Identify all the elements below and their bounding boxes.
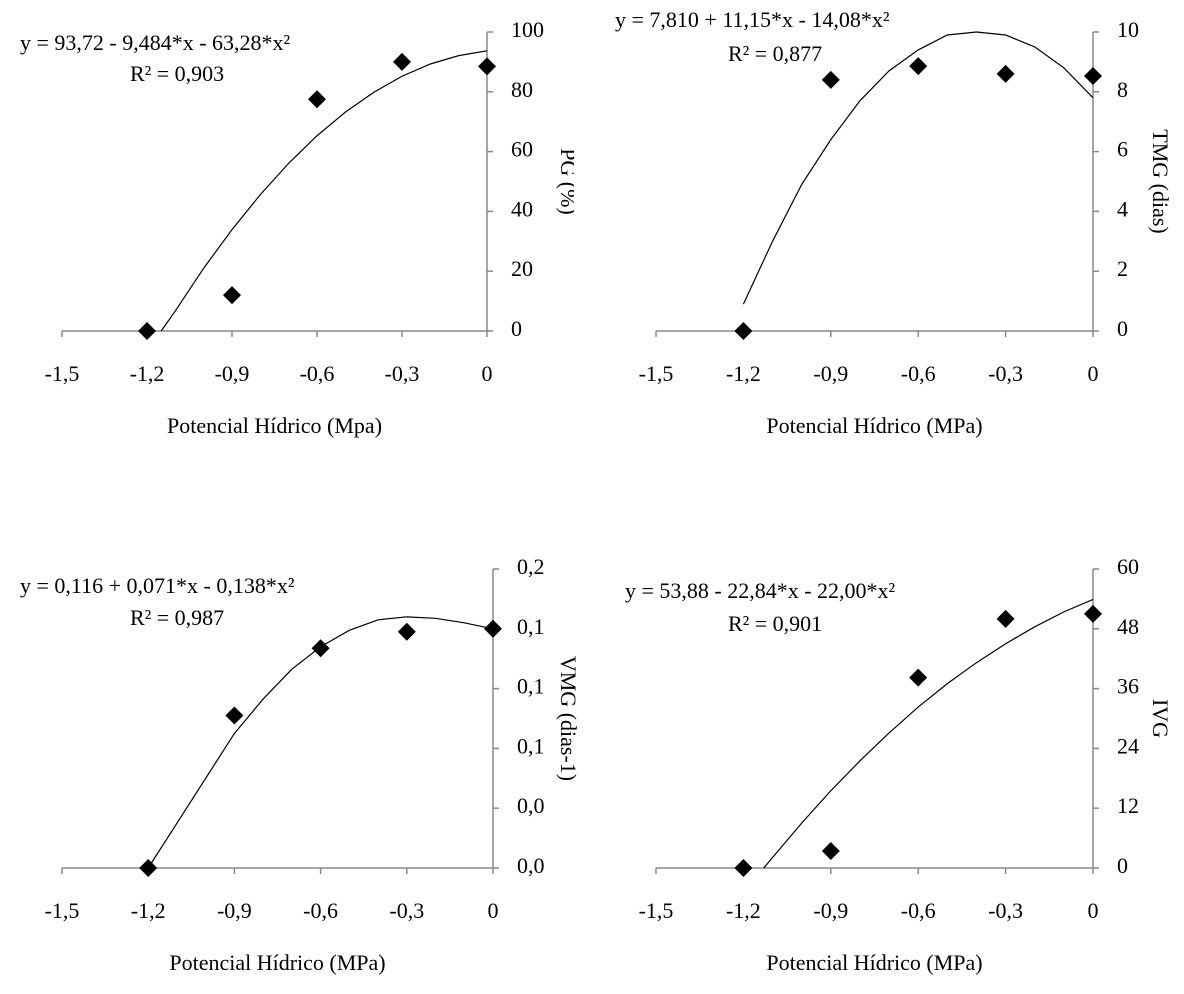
point bbox=[909, 668, 928, 687]
point bbox=[996, 609, 1015, 628]
point bbox=[996, 64, 1015, 83]
y-tick-label: 2 bbox=[1117, 256, 1128, 281]
point bbox=[308, 90, 326, 109]
y-tick-label: 60 bbox=[1117, 554, 1139, 579]
x-axis-title: Potencial Hídrico (MPa) bbox=[766, 413, 982, 438]
point bbox=[223, 286, 241, 305]
x-tick-label: -0,3 bbox=[988, 898, 1023, 923]
r-squared: R² = 0,987 bbox=[130, 605, 224, 630]
x-tick-label: 0 bbox=[1088, 898, 1099, 923]
x-tick-label: -1,5 bbox=[639, 898, 674, 923]
panel: -1,5 -1,2 -0,9 -0,6 -0,3 00 2 4 6 8 10 Potencial Hí… bbox=[615, 7, 1173, 438]
x-tick-label: -0,9 bbox=[813, 361, 848, 386]
point bbox=[393, 52, 411, 71]
panel: -1,5 -1,2 -0,9 -0,6 -0,3 00 20 40 60 80 100 Potenci… bbox=[20, 17, 581, 438]
y-tick-label: 20 bbox=[511, 256, 533, 281]
x-tick-label: -1,2 bbox=[726, 898, 761, 923]
y-tick-label: 0 bbox=[1117, 853, 1128, 878]
point bbox=[311, 639, 330, 658]
panel: -1,5 -1,2 -0,9 -0,6 -0,3 00 12 24 36 48 60 Potencia… bbox=[625, 554, 1173, 975]
point bbox=[734, 859, 753, 877]
r-squared: R² = 0,901 bbox=[728, 611, 822, 636]
x-tick-label: 0 bbox=[482, 361, 493, 386]
point bbox=[397, 622, 416, 641]
y-tick-label: 0 bbox=[511, 316, 522, 341]
y-tick-label: 0,1 bbox=[517, 674, 545, 699]
y-tick-label: 40 bbox=[511, 196, 533, 221]
x-axis-title: Potencial Hídrico (MPa) bbox=[766, 950, 982, 975]
x-tick-label: -0,3 bbox=[389, 898, 424, 923]
x-tick-label: -1,5 bbox=[45, 361, 80, 386]
fit-curve bbox=[147, 616, 494, 869]
y-tick-label: 48 bbox=[1117, 614, 1139, 639]
y-tick-label: 0,2 bbox=[517, 554, 545, 579]
x-axis-title: Potencial Hídrico (Mpa) bbox=[167, 413, 382, 438]
x-tick-label: -0,9 bbox=[813, 898, 848, 923]
x-tick-label: -1,2 bbox=[130, 361, 165, 386]
x-tick-label: -0,3 bbox=[988, 361, 1023, 386]
y-tick-label: 0,0 bbox=[517, 793, 545, 818]
panel: -1,5 -1,2 -0,9 -0,6 -0,3 0 0,0 0,0 0,1 0,1 0,1 0,2 P… bbox=[20, 554, 581, 975]
equation: y = 93,72 - 9,484*x - 63,28*x² bbox=[20, 30, 291, 55]
r-squared: R² = 0,903 bbox=[130, 61, 224, 86]
x-tick-label: -1,2 bbox=[131, 898, 166, 923]
fit-curve bbox=[742, 31, 1094, 305]
x-tick-label: 0 bbox=[488, 898, 499, 923]
point bbox=[734, 322, 753, 340]
point bbox=[1084, 66, 1102, 85]
y-tick-label: 0 bbox=[1117, 316, 1128, 341]
y-axis-title: PG (%) bbox=[556, 148, 581, 215]
y-tick-label: 0,1 bbox=[517, 733, 545, 758]
x-tick-label: -0,9 bbox=[217, 898, 252, 923]
y-axis-title: VMG (dias-1) bbox=[556, 656, 581, 781]
y-tick-label: 10 bbox=[1117, 17, 1139, 42]
y-axis-title: IVG bbox=[1148, 699, 1173, 738]
point bbox=[821, 70, 840, 89]
x-tick-label: 0 bbox=[1088, 361, 1099, 386]
x-tick-label: -1,2 bbox=[726, 361, 761, 386]
y-axis-title: TMG (dias) bbox=[1148, 129, 1173, 233]
x-tick-label: -0,6 bbox=[303, 898, 338, 923]
y-tick-label: 24 bbox=[1117, 733, 1139, 758]
x-tick-label: -0,6 bbox=[901, 898, 936, 923]
y-tick-label: 36 bbox=[1117, 674, 1139, 699]
equation: y = 0,116 + 0,071*x - 0,138*x² bbox=[20, 573, 295, 598]
y-tick-label: 0,0 bbox=[517, 853, 545, 878]
y-tick-label: 4 bbox=[1117, 196, 1128, 221]
fit-curve bbox=[763, 598, 1094, 869]
point bbox=[225, 706, 244, 725]
y-tick-label: 12 bbox=[1117, 793, 1139, 818]
x-tick-label: -0,9 bbox=[215, 361, 250, 386]
y-tick-label: 60 bbox=[511, 137, 533, 162]
y-tick-label: 6 bbox=[1117, 137, 1128, 162]
x-tick-label: -1,5 bbox=[639, 361, 674, 386]
y-tick-label: 80 bbox=[511, 77, 533, 102]
point bbox=[138, 322, 156, 340]
fit-curve bbox=[160, 50, 488, 332]
point bbox=[821, 842, 840, 861]
r-squared: R² = 0,877 bbox=[728, 41, 822, 66]
equation: y = 7,810 + 11,15*x - 14,08*x² bbox=[615, 7, 890, 32]
y-tick-label: 100 bbox=[511, 17, 544, 42]
x-tick-label: -0,6 bbox=[300, 361, 335, 386]
equation: y = 53,88 - 22,84*x - 22,00*x² bbox=[625, 578, 896, 603]
x-tick-label: -0,6 bbox=[901, 361, 936, 386]
y-tick-label: 8 bbox=[1117, 77, 1128, 102]
point bbox=[909, 57, 928, 76]
x-axis-title: Potencial Hídrico (MPa) bbox=[169, 950, 385, 975]
point bbox=[478, 57, 496, 76]
y-tick-label: 0,1 bbox=[517, 614, 545, 639]
x-tick-label: -1,5 bbox=[45, 898, 80, 923]
point bbox=[1084, 604, 1102, 623]
x-tick-label: -0,3 bbox=[385, 361, 420, 386]
